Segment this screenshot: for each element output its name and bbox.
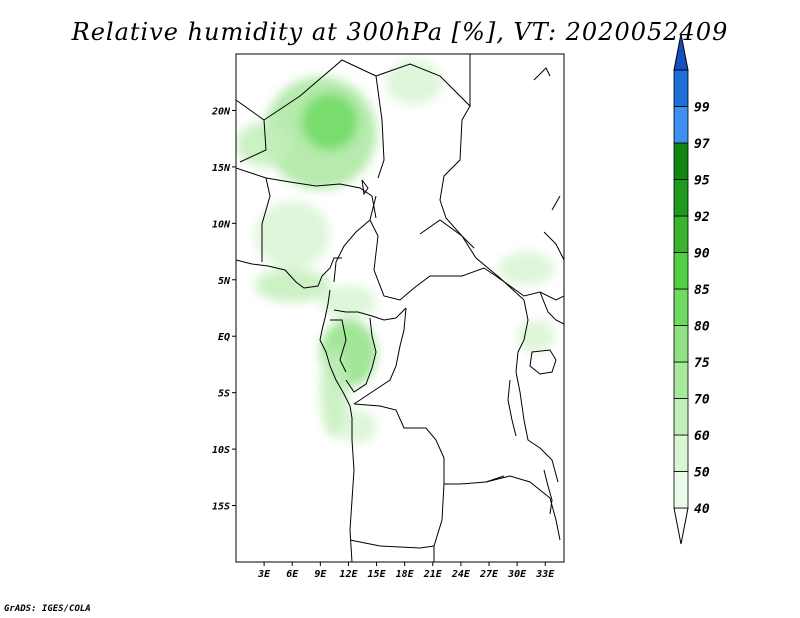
- lon-tick-label: 12E: [339, 569, 358, 580]
- colorbar-label: 92: [694, 210, 710, 225]
- colorbar-label: 70: [694, 393, 710, 408]
- border-zambia: [485, 475, 561, 541]
- lon-tick-label: 9E: [314, 569, 327, 580]
- colorbar-label: 85: [694, 283, 710, 298]
- colorbar-label: 40: [694, 502, 710, 517]
- border-mali-niger: [236, 167, 377, 219]
- border-chad-car: [369, 219, 497, 301]
- border-drc-angola: [353, 403, 505, 485]
- map-frame: [235, 53, 565, 563]
- lon-tick-label: 33E: [535, 569, 555, 580]
- lon-tick-label: 24E: [451, 569, 471, 580]
- humidity-nigeria-patch: [254, 200, 330, 269]
- humidity-libya-south-patch: [385, 59, 443, 105]
- colorbar-under-triangle: [673, 507, 689, 545]
- border-libya-chad: [375, 54, 471, 108]
- humidity-gulf-guinea-band: [254, 268, 330, 303]
- border-congo: [345, 317, 377, 393]
- colorbar-label: 50: [694, 466, 710, 481]
- colorbar-segment-40: [673, 471, 689, 509]
- colorbar-over-triangle: [673, 33, 689, 71]
- lon-tick-label: 18E: [396, 569, 415, 580]
- colorbar-segment-70: [673, 361, 689, 399]
- lon-tick-label: 27E: [479, 569, 499, 580]
- lon-tick-label: 6E: [286, 569, 299, 580]
- country-borders: [236, 54, 564, 562]
- lat-tick-label: 10S: [212, 445, 230, 456]
- coastline-gabon: [319, 289, 355, 562]
- lon-tick-label: 30E: [507, 569, 527, 580]
- border-algeria-niger: [236, 99, 267, 163]
- colorbar-label: 99: [694, 101, 710, 116]
- border-drc-congo: [353, 307, 407, 405]
- lat-tick-label: 10N: [212, 219, 231, 230]
- colorbar-segment-97: [673, 106, 689, 144]
- colorbar-label: 75: [694, 356, 710, 371]
- border-nigeria-cameroon: [333, 195, 377, 283]
- colorbar-segment-95: [673, 142, 689, 180]
- lat-tick-label: 15S: [212, 502, 230, 513]
- lake-chad: [361, 179, 369, 196]
- lon-tick-label: 21E: [423, 569, 443, 580]
- border-tanzania: [519, 391, 559, 483]
- border-cameroon-south: [333, 307, 407, 321]
- border-uganda-drc: [515, 299, 529, 393]
- humidity-cameroon-strip: [320, 285, 377, 320]
- lat-tick-label: 15N: [212, 163, 231, 174]
- humidity-west-band: [236, 121, 293, 167]
- humidity-lake-victoria-patch: [517, 319, 555, 354]
- colorbar-segment-60: [673, 398, 689, 436]
- lake-tanganyika: [507, 379, 517, 437]
- lake-malawi: [543, 469, 553, 515]
- colorbar-segment-75: [673, 325, 689, 363]
- lat-tick-label: 5S: [218, 389, 230, 400]
- border-sudan-east: [551, 195, 561, 211]
- lon-tick-label: 15E: [368, 569, 387, 580]
- lat-tick-label: EQ: [218, 332, 230, 343]
- coastline-west: [236, 257, 342, 289]
- border-ethiopia: [543, 231, 564, 261]
- border-kenya: [539, 291, 564, 325]
- humidity-east-africa-patch: [498, 251, 555, 286]
- lake-victoria: [529, 349, 557, 375]
- lon-tick-label: 3E: [257, 569, 271, 580]
- colorbar: 40 50 60 70 75 80 85 90 92 95 97 99: [673, 33, 710, 545]
- red-sea-coast: [533, 67, 551, 81]
- lat-tick-label: 5N: [218, 276, 231, 287]
- colorbar-label: 95: [694, 174, 710, 189]
- colorbar-label: 60: [694, 429, 710, 444]
- colorbar-segment-50: [673, 434, 689, 472]
- grads-credit: GrADS: IGES/COLA: [4, 604, 91, 614]
- colorbar-label: 97: [694, 137, 710, 152]
- border-namibia: [349, 539, 435, 549]
- humidity-niger-north-core: [301, 93, 358, 150]
- colorbar-label: 80: [694, 320, 710, 335]
- lat-tick-label: 20N: [211, 106, 231, 117]
- colorbar-segment-99: [673, 69, 689, 107]
- humidity-congo-coast-strip: [320, 347, 349, 438]
- border-chad-sudan: [439, 105, 475, 249]
- colorbar-segment-80: [673, 288, 689, 326]
- border-angola-zambia: [433, 483, 445, 562]
- colorbar-segment-90: [673, 215, 689, 253]
- humidity-field: [236, 59, 555, 444]
- border-nigeria: [261, 177, 271, 262]
- map-axes: 20N 15N 10N 5N EQ 5S 10S 15S 3E 6E 9E 12E 15E 18E 21E 2…: [211, 106, 555, 580]
- border-gabon: [330, 319, 347, 373]
- colorbar-segment-85: [673, 252, 689, 290]
- humidity-angola-north-patch: [339, 409, 377, 444]
- colorbar-segment-92: [673, 179, 689, 217]
- map-title: Relative humidity at 300hPa [%], VT: 202…: [71, 18, 729, 46]
- colorbar-label: 90: [694, 247, 710, 262]
